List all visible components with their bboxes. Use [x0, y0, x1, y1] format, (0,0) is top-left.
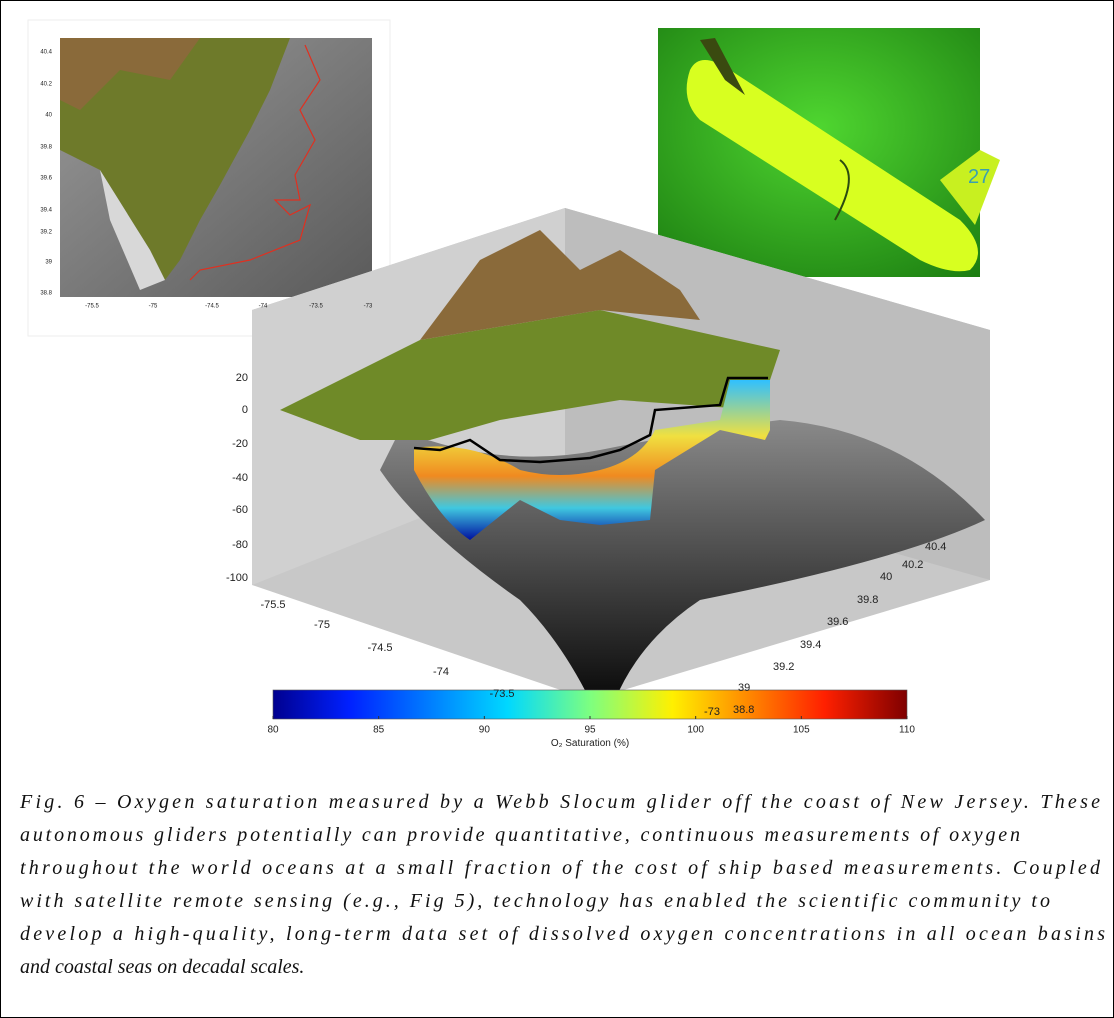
y-tick: 40.2 [902, 559, 923, 571]
map-x-tick: -73.5 [309, 304, 323, 310]
x-tick: -75 [314, 619, 330, 631]
y-tick: 39.6 [827, 616, 848, 628]
glider-photo: 27 [658, 28, 1000, 277]
figure-page: 27 O₂ Saturation (%) 40.440.24039.839.63… [0, 0, 1114, 1018]
y-tick: 39.4 [800, 639, 821, 651]
x-tick: -74 [433, 666, 449, 678]
caption-line: autonomous gliders potentially can provi… [20, 824, 1020, 846]
map-x-tick: -74.5 [205, 304, 219, 310]
map-y-tick: 39.6 [40, 176, 52, 182]
y-tick: 40.4 [925, 541, 946, 553]
map-y-tick: 39 [45, 260, 52, 266]
z-tick: -40 [232, 472, 248, 484]
z-tick: -80 [232, 539, 248, 551]
colorbar-tick: 105 [793, 725, 810, 736]
y-tick: 38.8 [733, 704, 754, 716]
x-tick: -73.5 [489, 688, 514, 700]
y-tick: 39.8 [857, 594, 878, 606]
colorbar [273, 690, 907, 719]
map-y-tick: 40 [45, 113, 52, 119]
x-tick: -73 [704, 706, 720, 718]
caption-line: develop a high-quality, long-term data s… [20, 923, 1105, 945]
y-tick: 39.2 [773, 661, 794, 673]
glider-number: 27 [968, 166, 990, 188]
caption-line: with satellite remote sensing (e.g., Fig… [20, 890, 1050, 912]
z-tick: -60 [232, 504, 248, 516]
colorbar-label: O₂ Saturation (%) [551, 738, 629, 749]
map-x-tick: -73 [364, 304, 373, 310]
y-tick: 40 [880, 571, 892, 583]
colorbar-tick: 110 [899, 725, 915, 736]
caption-line: and coastal seas on decadal scales. [20, 956, 304, 978]
map-y-tick: 39.2 [40, 230, 52, 236]
z-tick: -20 [232, 438, 248, 450]
z-tick: 0 [242, 404, 248, 416]
x-tick: -74.5 [367, 642, 392, 654]
map-x-tick: -74 [259, 304, 268, 310]
map-y-tick: 40.4 [40, 50, 52, 56]
z-tick: -100 [226, 572, 248, 584]
colorbar-tick: 95 [584, 725, 596, 736]
colorbar-tick: 80 [267, 725, 279, 736]
colorbar-tick: 85 [373, 725, 385, 736]
z-tick: 20 [236, 372, 248, 384]
map-x-tick: -75.5 [85, 304, 99, 310]
x-tick: -75.5 [260, 599, 285, 611]
colorbar-tick: 90 [479, 725, 491, 736]
colorbar-tick: 100 [687, 725, 704, 736]
map-y-tick: 39.4 [40, 208, 52, 214]
map-y-tick: 40.2 [40, 82, 52, 88]
y-tick: 39 [738, 682, 750, 694]
map-y-tick: 39.8 [40, 145, 52, 151]
map-y-tick: 38.8 [40, 291, 52, 297]
map-x-tick: -75 [149, 304, 158, 310]
